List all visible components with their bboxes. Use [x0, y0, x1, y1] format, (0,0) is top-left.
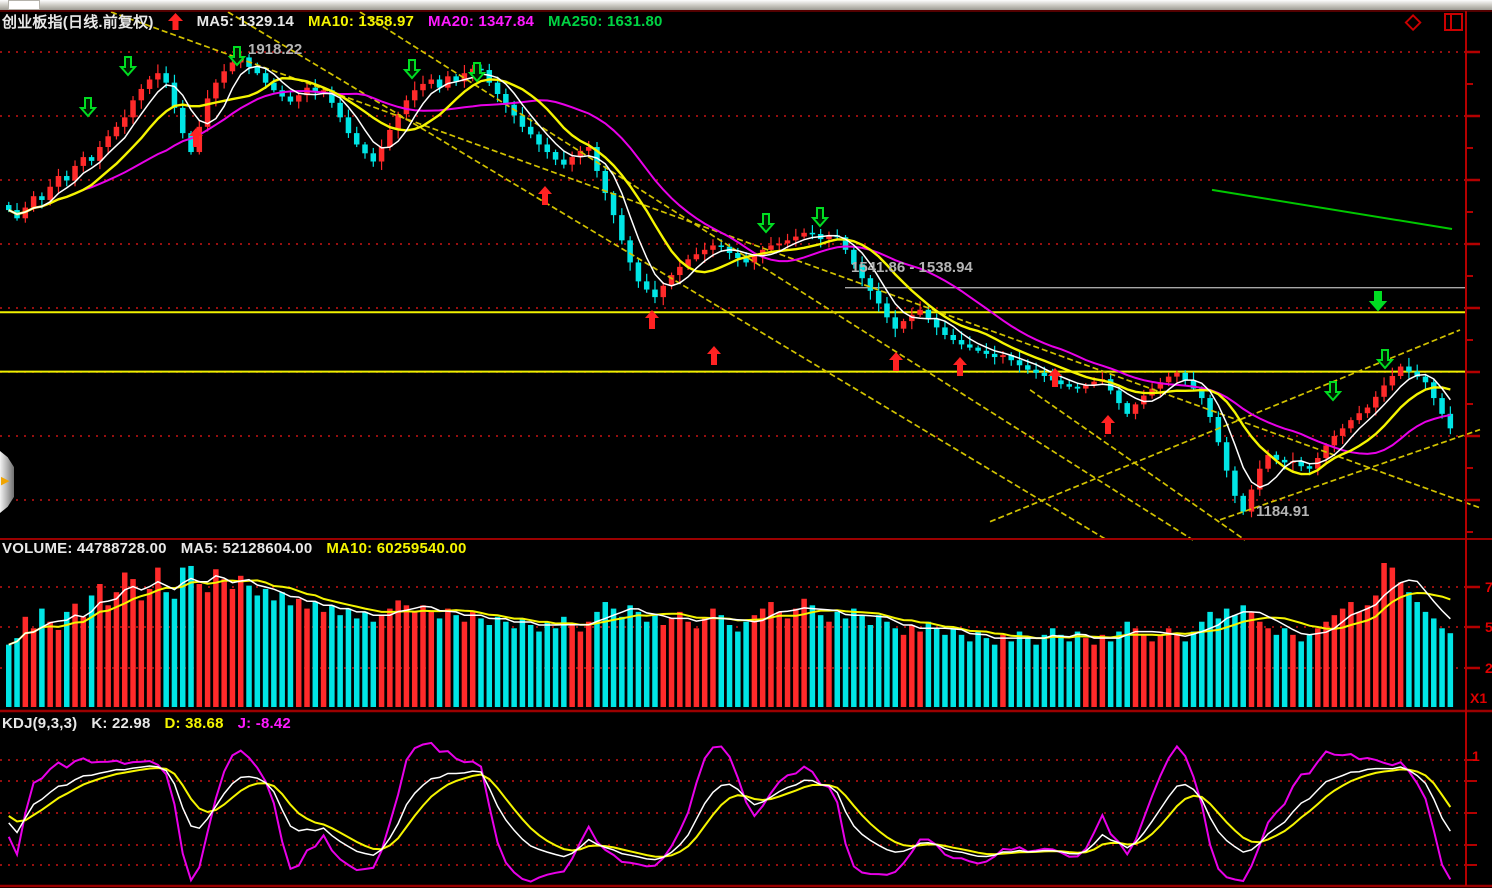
ma250-line [1211, 188, 1453, 230]
axis-ticks [1466, 50, 1480, 866]
ma5-line [8, 65, 1451, 489]
kdj-gridlines [0, 759, 1466, 866]
volume-ma5-line [8, 574, 1451, 646]
diamond-icon[interactable]: ◇ [1405, 10, 1422, 33]
buy-signal-arrow [1101, 415, 1115, 434]
sell-signal-arrow [78, 97, 98, 118]
buy-signal-arrow [707, 346, 721, 365]
buy-signal-arrow [1048, 368, 1062, 387]
main-chart-header: 创业板指(日线.前复权) MA5: 1329.14 MA10: 1358.97 … [2, 11, 663, 32]
kdj-k-line [8, 765, 1451, 861]
kdj-j-line [7, 741, 1452, 883]
volume-axis-75: 7 [1485, 579, 1492, 595]
trough-price-label: 1184.91 [1256, 503, 1310, 520]
kdj-header: KDJ(9,3,3) K: 22.98 D: 38.68 J: -8.42 [2, 715, 291, 732]
ma250-value: MA250: 1631.80 [548, 13, 663, 30]
volume-ma5-value: MA5: 52128604.00 [180, 540, 313, 557]
volume-gridlines [0, 586, 1466, 669]
scrollbar-thumb[interactable] [8, 0, 40, 10]
panel-expand-handle[interactable]: ▶ [0, 451, 14, 513]
sell-signal-arrow [118, 56, 138, 77]
price-levels [0, 286, 1466, 373]
sell-signal-arrow [402, 59, 422, 80]
kdj-d-line [8, 766, 1452, 858]
buy-signal-arrow [189, 128, 203, 147]
volume-bars [6, 563, 1454, 707]
ma10-line [8, 76, 1451, 476]
kdj-k-value: K: 22.98 [91, 715, 151, 732]
buy-signal-arrow [538, 186, 552, 205]
ma20-line [8, 90, 1451, 455]
up-arrow-icon [167, 13, 183, 30]
buy-signal-arrow [889, 352, 903, 371]
sell-signal-arrow [1375, 349, 1395, 370]
signal-arrows [78, 46, 1395, 434]
sell-signal-arrow [467, 62, 487, 83]
ma5-value: MA5: 1329.14 [196, 13, 295, 30]
ma10-value: MA10: 1358.97 [308, 13, 415, 30]
buy-signal-arrow [953, 357, 967, 376]
kdj-axis-100: 1 [1472, 748, 1480, 764]
main-gridlines [0, 51, 1466, 501]
volume-value: VOLUME: 44788728.00 [2, 540, 167, 557]
expand-arrow-icon: ▶ [1, 475, 10, 487]
volume-unit-label: X1 [1470, 690, 1488, 706]
frame-lines [0, 10, 1492, 888]
instrument-title: 创业板指(日线.前复权) [2, 14, 154, 31]
volume-axis-25: 2 [1485, 660, 1492, 676]
kdj-name: KDJ(9,3,3) [2, 715, 78, 732]
kdj-j-value: J: -8.42 [237, 715, 291, 732]
top-scrollbar[interactable] [0, 0, 1492, 11]
sell-signal-arrow [1323, 381, 1343, 402]
split-window-icon[interactable] [1444, 13, 1463, 31]
ma20-value: MA20: 1347.84 [428, 13, 535, 30]
sell-signal-arrow [810, 207, 830, 228]
sell-signal-arrow [227, 46, 247, 67]
buy-signal-arrow [645, 310, 659, 329]
peak-price-label: 1918.22 [248, 41, 303, 58]
volume-axis-50: 5 [1485, 619, 1492, 635]
volume-ma10-value: MA10: 60259540.00 [326, 540, 467, 557]
volume-header: VOLUME: 44788728.00 MA5: 52128604.00 MA1… [2, 540, 467, 557]
kdj-d-value: D: 38.68 [164, 715, 224, 732]
sell-signal-arrow [756, 213, 776, 234]
gap-range-label: 1541.86 - 1538.94 [851, 259, 973, 276]
sell-signal-arrow [1368, 291, 1388, 312]
